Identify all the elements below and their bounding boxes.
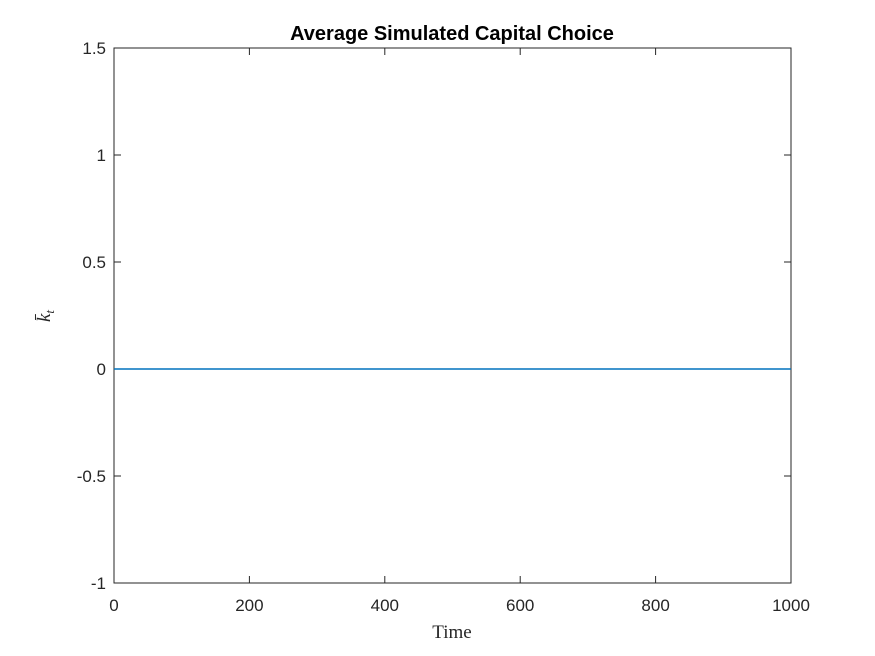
y-tick-label: 1.5: [82, 39, 106, 58]
y-axis-ticks: -1 -0.5 0 0.5 1 1.5: [77, 39, 791, 593]
y-axis-label: k̄t: [34, 310, 57, 322]
y-axis-label-main: k̄: [34, 313, 55, 322]
chart-title: Average Simulated Capital Choice: [290, 23, 614, 45]
y-tick-label: 1: [97, 146, 106, 165]
x-tick-label: 200: [235, 596, 263, 615]
x-tick-label: 1000: [772, 596, 810, 615]
x-axis-ticks: 0 200 400 600 800 1000: [109, 48, 810, 615]
x-tick-label: 600: [506, 596, 534, 615]
y-axis-label-subscript: t: [42, 310, 57, 314]
x-axis-label: Time: [432, 622, 471, 643]
x-tick-label: 400: [371, 596, 399, 615]
plot-area: [113, 47, 792, 584]
y-tick-label: -0.5: [77, 467, 106, 486]
x-tick-label: 0: [109, 596, 118, 615]
x-tick-label: 800: [641, 596, 669, 615]
y-tick-label: 0: [97, 360, 106, 379]
y-tick-label: -1: [91, 574, 106, 593]
y-tick-label: 0.5: [82, 253, 106, 272]
